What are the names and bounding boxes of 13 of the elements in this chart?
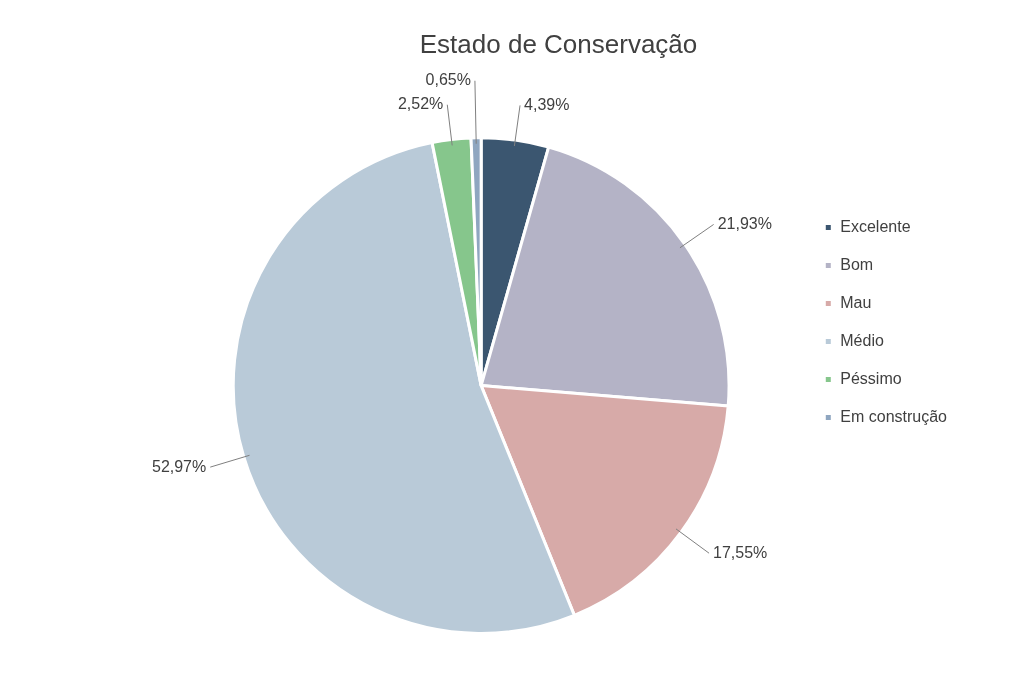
legend-label: Em construção xyxy=(840,407,948,425)
data-label: 21,93% xyxy=(717,214,772,232)
data-label: 4,39% xyxy=(524,95,570,113)
legend-label: Excelente xyxy=(840,217,911,235)
data-label: 0,65% xyxy=(425,71,471,89)
legend-label: Mau xyxy=(840,293,872,311)
data-label: 2,52% xyxy=(397,95,444,113)
legend-label: Péssimo xyxy=(840,369,902,387)
chart-title: Estado de Conservação xyxy=(419,28,698,59)
data-label: 52,97% xyxy=(151,457,207,475)
legend-label: Médio xyxy=(840,331,884,349)
legend-label: Bom xyxy=(840,255,874,273)
data-label: 17,55% xyxy=(713,543,768,561)
